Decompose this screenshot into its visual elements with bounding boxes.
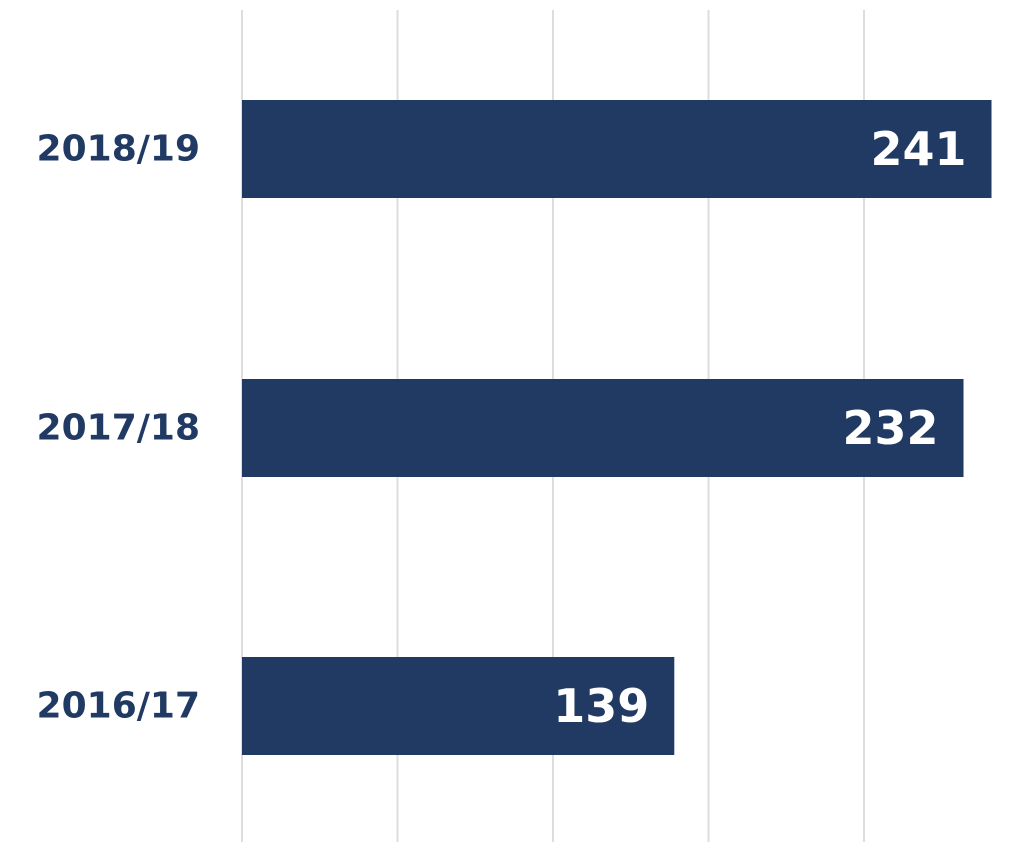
y-tick-label: 2016/17 xyxy=(37,686,200,727)
value-label: 232 xyxy=(842,401,938,455)
value-label: 241 xyxy=(870,122,966,176)
bar xyxy=(242,379,964,477)
bar xyxy=(242,100,992,198)
value-label: 139 xyxy=(553,679,649,733)
y-tick-label: 2018/19 xyxy=(37,129,200,170)
bar xyxy=(242,657,675,755)
y-tick-label: 2017/18 xyxy=(37,408,200,449)
